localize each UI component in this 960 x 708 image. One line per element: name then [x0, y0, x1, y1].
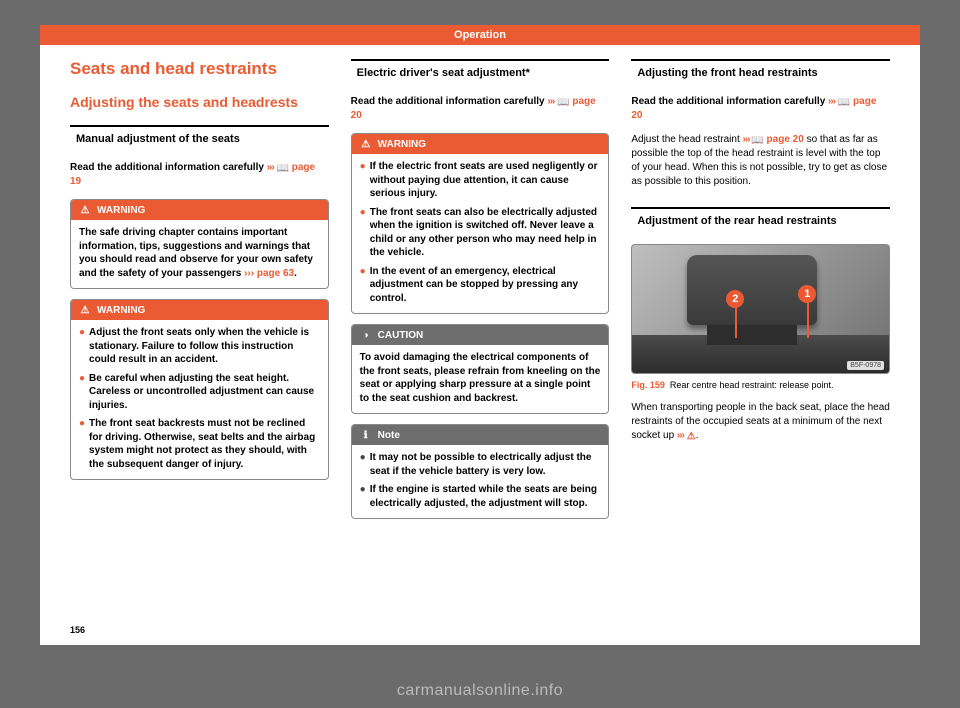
warning-body: ●Adjust the front seats only when the ve… [71, 320, 328, 479]
main-title: Seats and head restraints [70, 59, 329, 79]
note-header: ℹ Note [352, 425, 609, 445]
note-body: ●It may not be possible to electrically … [352, 445, 609, 518]
read-more-text: Read the additional information carefull… [351, 95, 610, 123]
warning-box-2: ⚠ WARNING ●Adjust the front seats only w… [70, 299, 329, 480]
warning-body: ●If the electric front seats are used ne… [352, 154, 609, 313]
book-icon: 📖 [751, 134, 763, 148]
warning-icon: ⚠ [79, 304, 91, 316]
warning-label: WARNING [97, 205, 145, 216]
sub-title: Adjusting the seats and headrests [70, 93, 329, 111]
section-heading-manual-adjust: Manual adjustment of the seats [70, 125, 329, 151]
warning-label: WARNING [378, 139, 426, 150]
read-more-prefix: Read the additional information carefull… [70, 162, 267, 173]
warning-label: WARNING [97, 305, 145, 316]
warning-header: ⚠ WARNING [71, 300, 328, 320]
chapter-header: Operation [40, 25, 920, 45]
page-number: 156 [70, 625, 85, 635]
caution-body: To avoid damaging the electrical compo­n… [352, 345, 609, 413]
figure-code: B5F-0978 [847, 361, 884, 370]
caution-box: ◑ CAUTION To avoid damaging the electric… [351, 324, 610, 414]
watermark: carmanualsonline.info [0, 682, 960, 700]
warning-box-1: ⚠ WARNING The safe driving chapter conta… [70, 199, 329, 289]
note-icon: ℹ [360, 429, 372, 441]
section-heading-electric-adjust: Electric driver's seat adjustment* [351, 59, 610, 85]
content-columns: Seats and head restraints Adjusting the … [70, 59, 890, 529]
caution-icon: ◑ [360, 329, 372, 341]
tail-paragraph: When transporting people in the back sea… [631, 401, 890, 443]
manual-page: Operation Seats and head restraints Adju… [40, 25, 920, 645]
section-heading-front-head: Adjusting the front head restraints [631, 59, 890, 85]
warning-header: ⚠ WARNING [352, 134, 609, 154]
book-icon: 📖 [557, 96, 569, 110]
column-1: Seats and head restraints Adjusting the … [70, 59, 329, 529]
warning-triangle-icon: ⚠ [687, 431, 696, 442]
figure-rear-headrest: 1 2 B5F-0978 [631, 244, 890, 374]
note-label: Note [378, 430, 400, 441]
warning-ref: ››› ⚠ [677, 430, 696, 442]
figure-label: Fig. 159 [631, 380, 665, 390]
column-3: Adjusting the front head restraints Read… [631, 59, 890, 529]
callout-1: 1 [798, 285, 816, 303]
note-box: ℹ Note ●It may not be possible to electr… [351, 424, 610, 519]
page-ref: ››› 📖 page 20 [743, 134, 804, 145]
caution-header: ◑ CAUTION [352, 325, 609, 345]
callout-line [735, 307, 737, 338]
book-icon: 📖 [838, 96, 850, 110]
callout-line [807, 302, 809, 338]
warning-body: The safe driving chapter contains impor­… [71, 220, 328, 288]
warning-box: ⚠ WARNING ●If the electric front seats a… [351, 133, 610, 314]
column-2: Electric driver's seat adjustment* Read … [351, 59, 610, 529]
read-more-text: Read the additional information carefull… [631, 95, 890, 123]
warning-header: ⚠ WARNING [71, 200, 328, 220]
adjust-paragraph: Adjust the head restraint ››› 📖 page 20 … [631, 133, 890, 189]
read-more-text: Read the additional information carefull… [70, 161, 329, 189]
callout-2: 2 [726, 290, 744, 308]
warning-icon: ⚠ [360, 138, 372, 150]
caution-label: CAUTION [378, 330, 424, 341]
book-icon: 📖 [276, 162, 288, 176]
section-heading-rear-head: Adjustment of the rear head re­straints [631, 207, 890, 233]
warning-icon: ⚠ [79, 204, 91, 216]
figure-caption: Fig. 159 Rear centre head restraint: rel… [631, 380, 890, 392]
